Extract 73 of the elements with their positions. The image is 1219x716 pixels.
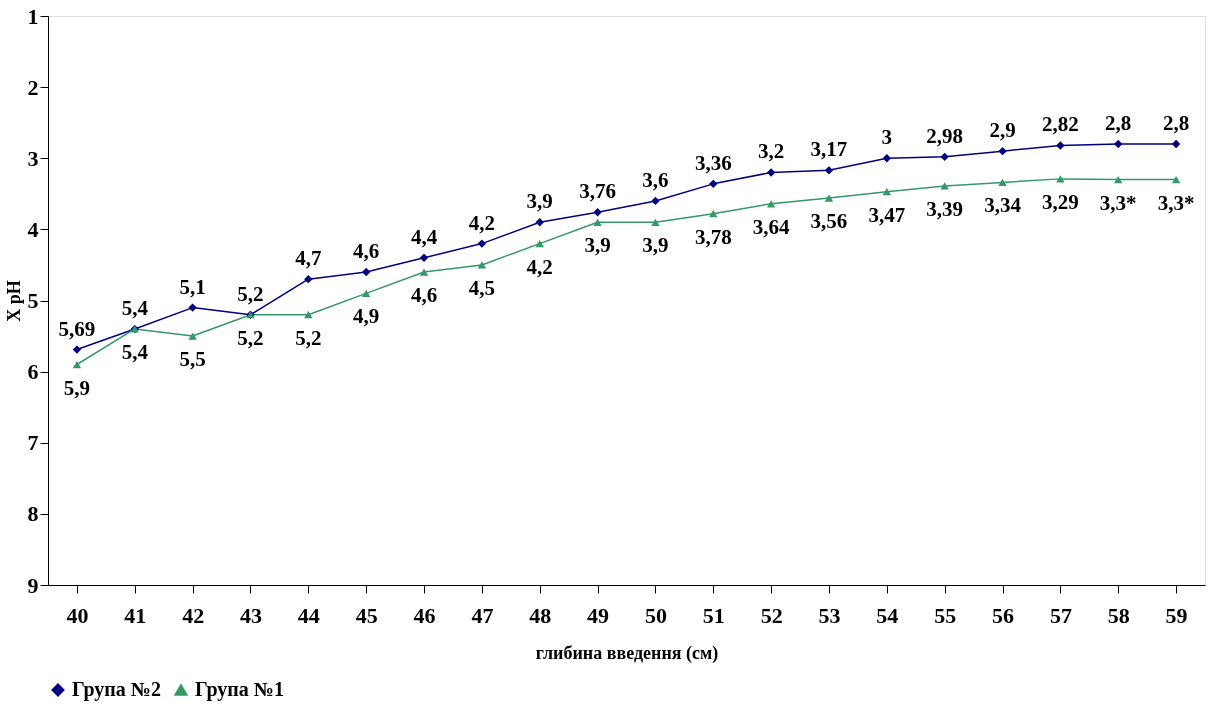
- y-tick-label: 8: [27, 501, 39, 527]
- data-label: 5,9: [63, 375, 91, 400]
- data-label: 5,2: [295, 325, 322, 350]
- data-label: 4,2: [526, 254, 553, 279]
- x-tick-label: 47: [471, 602, 494, 628]
- data-label: 3,9: [642, 233, 669, 258]
- data-label: 2,9: [989, 118, 1016, 143]
- data-label: 5,2: [237, 325, 264, 350]
- x-tick-label: 42: [182, 602, 205, 628]
- data-label: 5,5: [179, 347, 206, 372]
- data-label: 3,64: [752, 214, 790, 239]
- y-tick-label: 6: [27, 359, 39, 385]
- data-label: 3,3*: [1099, 190, 1137, 215]
- data-label: 3,17: [810, 137, 848, 162]
- x-tick-label: 51: [702, 602, 725, 628]
- data-label: 4,9: [353, 304, 380, 329]
- y-tick-label: 1: [27, 3, 39, 29]
- data-label: 3,9: [526, 189, 553, 214]
- data-label: 2,8: [1105, 111, 1132, 136]
- data-label: 5,69: [58, 316, 96, 341]
- data-label: 5,4: [121, 295, 149, 320]
- y-tick-label: 7: [27, 430, 39, 456]
- x-tick-label: 57: [1049, 602, 1072, 628]
- x-tick-label: 41: [124, 602, 147, 628]
- x-tick-label: 59: [1165, 602, 1188, 628]
- data-label: 5,1: [179, 274, 206, 299]
- x-tick-label: 40: [66, 602, 89, 628]
- data-label: 3,2: [758, 139, 785, 164]
- x-tick-label: 48: [529, 602, 552, 628]
- x-tick-label: 54: [876, 602, 899, 628]
- data-label: 3,78: [694, 224, 732, 249]
- data-label: 3,56: [810, 209, 848, 234]
- data-label: 4,6: [353, 239, 380, 264]
- y-tick-label: 2: [27, 74, 39, 100]
- data-label: 3,39: [926, 196, 964, 221]
- x-tick-label: 58: [1107, 602, 1130, 628]
- data-label: 3,36: [694, 150, 732, 175]
- data-label: 3,34: [984, 193, 1022, 218]
- legend-label: Група №2: [72, 678, 161, 701]
- y-tick-label: 9: [27, 572, 39, 598]
- data-label: 2,8: [1162, 111, 1190, 136]
- data-label: 3,76: [579, 179, 616, 204]
- data-label: 2,98: [926, 123, 964, 148]
- y-axis-title: X pH: [3, 280, 24, 322]
- x-tick-label: 52: [760, 602, 783, 628]
- data-label: 5,4: [121, 339, 149, 364]
- data-label: 3,47: [868, 202, 906, 227]
- x-tick-label: 49: [587, 602, 610, 628]
- x-tick-label: 45: [355, 602, 378, 628]
- data-label: 3,29: [1042, 189, 1079, 214]
- x-tick-label: 50: [644, 602, 667, 628]
- x-tick-label: 56: [992, 602, 1015, 628]
- legend-label: Група №1: [195, 678, 284, 701]
- y-tick-label: 5: [27, 288, 39, 313]
- data-label: 4,5: [468, 275, 495, 300]
- data-label: 4,4: [410, 224, 438, 249]
- x-tick-label: 46: [413, 602, 436, 628]
- x-tick-label: 43: [239, 602, 262, 628]
- data-label: 4,2: [468, 210, 495, 235]
- data-label: 4,6: [410, 283, 438, 308]
- x-axis-title: глибина введення (см): [535, 642, 719, 664]
- data-label: 3,3*: [1157, 190, 1195, 215]
- y-tick-label: 4: [27, 216, 39, 242]
- y-tick-label: 3: [27, 145, 39, 171]
- x-tick-label: 55: [934, 602, 957, 628]
- data-label: 4,7: [295, 246, 322, 271]
- x-tick-label: 44: [297, 602, 320, 628]
- data-label: 2,82: [1042, 112, 1079, 137]
- data-label: 3: [881, 125, 893, 150]
- data-label: 3,6: [642, 167, 669, 192]
- data-label: 5,2: [237, 281, 264, 306]
- data-label: 3,9: [584, 233, 611, 258]
- x-tick-label: 53: [818, 602, 841, 628]
